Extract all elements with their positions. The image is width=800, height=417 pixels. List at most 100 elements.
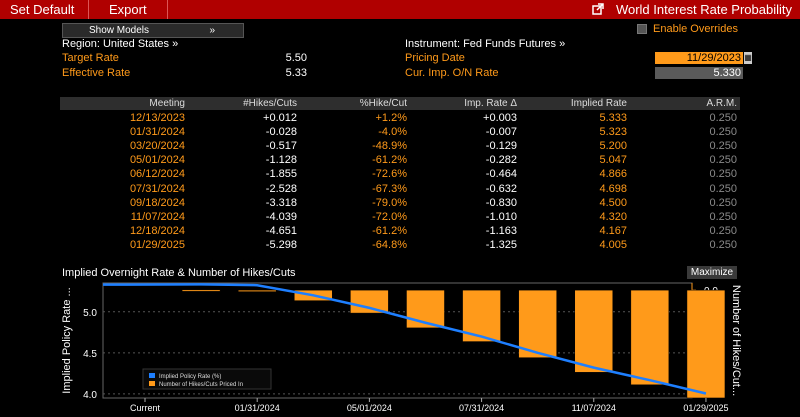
cell-implied-rate: 4.005 — [599, 238, 627, 251]
table-row[interactable]: 06/12/2024 -1.855 -72.6% -0.464 4.866 0.250 — [60, 167, 740, 181]
cell-pct-hike-cut: -61.2% — [372, 224, 407, 237]
calendar-icon[interactable]: ▦ — [744, 52, 752, 64]
set-default-button[interactable]: Set Default — [10, 2, 75, 17]
y2-axis-title: Number of Hikes/Cut... — [730, 285, 742, 396]
external-link-icon[interactable] — [592, 0, 605, 19]
chart-title: Implied Overnight Rate & Number of Hikes… — [62, 267, 296, 279]
cell-hikes-cuts: -3.318 — [265, 196, 297, 209]
cell-arm: 0.250 — [709, 112, 737, 124]
cell-meeting-date: 12/18/2024 — [129, 224, 185, 237]
cell-implied-rate: 5.323 — [599, 126, 627, 139]
cell-pct-hike-cut: -79.0% — [372, 196, 407, 209]
table-row[interactable]: 05/01/2024 -1.128 -61.2% -0.282 5.047 0.250 — [60, 153, 740, 167]
show-models-button[interactable]: Show Models » — [62, 23, 244, 38]
cell-imp-rate-delta: -1.325 — [485, 238, 517, 251]
cell-implied-rate: 4.167 — [599, 224, 627, 237]
window-title-text: World Interest Rate Probability — [615, 2, 792, 17]
x-tick-label: 05/01/2024 — [347, 403, 392, 413]
cell-imp-rate-delta: -1.010 — [485, 210, 517, 223]
cell-implied-rate: 5.047 — [599, 154, 627, 167]
cell-hikes-cuts: -4.039 — [265, 210, 297, 223]
instrument-selector[interactable]: Instrument: Fed Funds Futures » — [405, 38, 566, 50]
table-row[interactable]: 12/13/2023 +0.012 +1.2% +0.003 5.333 0.250 — [60, 111, 740, 125]
col-imp-rate-delta[interactable]: Imp. Rate Δ — [464, 98, 517, 109]
table-header: Meeting #Hikes/Cuts %Hike/Cut Imp. Rate … — [60, 97, 740, 110]
table-row[interactable]: 07/31/2024 -2.528 -67.3% -0.632 4.698 0.250 — [60, 182, 740, 196]
x-tick-label: 07/31/2024 — [459, 403, 504, 413]
table-row[interactable]: 03/20/2024 -0.517 -48.9% -0.129 5.200 0.250 — [60, 139, 740, 153]
x-tick-label: 01/31/2024 — [235, 403, 280, 413]
cell-pct-hike-cut: -64.8% — [372, 238, 407, 251]
effective-rate-value: 5.33 — [285, 67, 307, 79]
chart-legend — [142, 368, 272, 390]
bar-hikes-cuts — [237, 289, 277, 292]
y-tick-label: 4.5 — [83, 349, 97, 360]
y-tick-label: 4.0 — [83, 390, 97, 401]
cell-arm: 0.250 — [709, 154, 737, 167]
cell-pct-hike-cut: -4.0% — [378, 126, 407, 139]
cell-hikes-cuts: -0.028 — [265, 126, 297, 139]
col-pct-hike-cut[interactable]: %Hike/Cut — [359, 98, 407, 109]
window-title: World Interest Rate Probability — [592, 0, 792, 19]
cell-imp-rate-delta: -1.163 — [485, 224, 517, 237]
region-selector[interactable]: Region: United States » — [62, 38, 179, 50]
cell-hikes-cuts: -5.298 — [265, 238, 297, 251]
y-tick-label: 5.0 — [83, 308, 97, 319]
table-row[interactable]: 01/29/2025 -5.298 -64.8% -1.325 4.005 0.250 — [60, 238, 740, 252]
bar-hikes-cuts — [686, 289, 726, 399]
cell-arm: 0.250 — [709, 182, 737, 195]
export-button[interactable]: Export — [88, 0, 168, 19]
cur-imp-rate-field[interactable]: 5.330 — [655, 67, 743, 79]
bar-hikes-cuts — [181, 289, 221, 292]
cell-meeting-date: 12/13/2023 — [129, 112, 185, 124]
maximize-button[interactable]: Maximize — [687, 266, 737, 279]
show-models-arrow-icon: » — [209, 25, 215, 36]
cell-arm: 0.250 — [709, 224, 737, 237]
cell-arm: 0.250 — [709, 196, 737, 209]
cell-pct-hike-cut: -48.9% — [372, 140, 407, 153]
cell-arm: 0.250 — [709, 168, 737, 181]
cell-implied-rate: 4.866 — [599, 168, 627, 181]
cell-arm: 0.250 — [709, 126, 737, 139]
cell-pct-hike-cut: +1.2% — [375, 112, 408, 124]
bar-hikes-cuts — [630, 289, 670, 386]
cell-imp-rate-delta: -0.830 — [485, 196, 517, 209]
col-arm[interactable]: A.R.M. — [706, 98, 737, 109]
col-implied-rate[interactable]: Implied Rate — [570, 98, 627, 109]
cell-imp-rate-delta: -0.282 — [485, 154, 517, 167]
cell-hikes-cuts: -1.128 — [265, 154, 297, 167]
cur-imp-rate-label: Cur. Imp. O/N Rate — [405, 67, 499, 79]
enable-overrides-label: Enable Overrides — [653, 23, 738, 35]
cell-imp-rate-delta: +0.003 — [483, 112, 517, 124]
legend-swatch-line — [149, 373, 155, 378]
cell-hikes-cuts: -2.528 — [265, 182, 297, 195]
col-meeting[interactable]: Meeting — [149, 98, 185, 109]
show-models-label: Show Models — [89, 25, 150, 36]
cell-imp-rate-delta: -0.464 — [485, 168, 517, 181]
table-row[interactable]: 09/18/2024 -3.318 -79.0% -0.830 4.500 0.250 — [60, 196, 740, 210]
cell-meeting-date: 06/12/2024 — [129, 168, 185, 181]
cell-arm: 0.250 — [709, 140, 737, 153]
col-hikes-cuts[interactable]: #Hikes/Cuts — [243, 98, 297, 109]
top-toolbar: Set Default Export World Interest Rate P… — [0, 0, 800, 19]
x-tick-label: Current — [130, 403, 161, 413]
legend-label-bar: Number of Hikes/Cuts Priced In — [159, 382, 243, 388]
enable-overrides-checkbox[interactable]: Enable Overrides — [637, 23, 738, 35]
pricing-date-input[interactable]: 11/29/2023 ▦ — [655, 52, 752, 64]
cell-implied-rate: 4.500 — [599, 196, 627, 209]
pricing-date-value: 11/29/2023 — [686, 52, 741, 64]
cell-arm: 0.250 — [709, 238, 737, 251]
target-rate-label: Target Rate — [62, 52, 119, 64]
checkbox-icon[interactable] — [637, 24, 647, 35]
x-tick-label: 01/29/2025 — [683, 403, 728, 413]
bar-hikes-cuts — [350, 289, 389, 314]
cell-arm: 0.250 — [709, 210, 737, 223]
table-row[interactable]: 12/18/2024 -4.651 -61.2% -1.163 4.167 0.250 — [60, 224, 740, 238]
cell-hikes-cuts: -4.651 — [265, 224, 297, 237]
cell-hikes-cuts: -0.517 — [265, 140, 297, 153]
table-row[interactable]: 11/07/2024 -4.039 -72.0% -1.010 4.320 0.250 — [60, 210, 740, 224]
table-row[interactable]: 01/31/2024 -0.028 -4.0% -0.007 5.323 0.250 — [60, 125, 740, 139]
cell-implied-rate: 5.200 — [599, 140, 627, 153]
cell-meeting-date: 11/07/2024 — [130, 210, 185, 223]
cell-meeting-date: 01/29/2025 — [129, 238, 185, 251]
